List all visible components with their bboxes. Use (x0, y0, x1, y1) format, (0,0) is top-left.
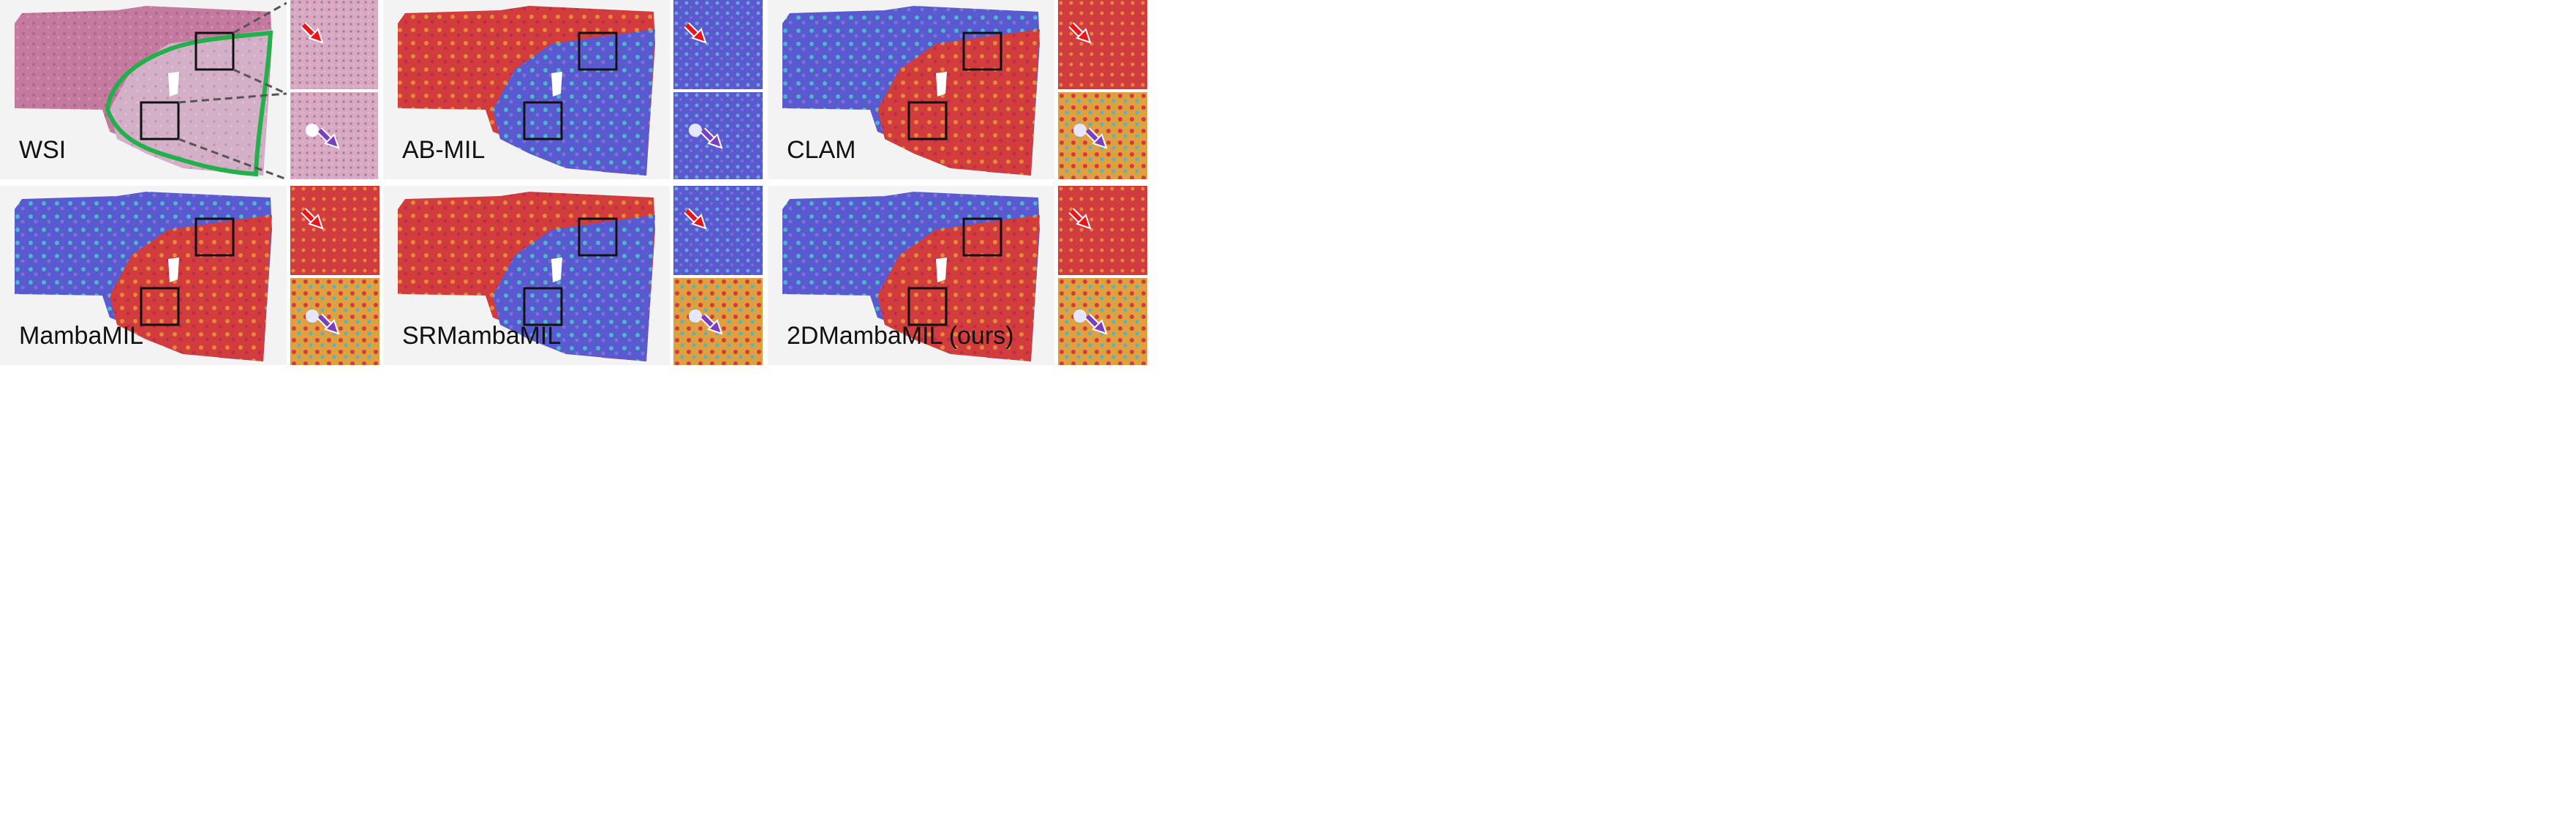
red-arrow-icon (684, 208, 707, 230)
srmambamil-panel: SRMambaMIL (383, 186, 670, 365)
purple-arrow-icon (317, 127, 340, 149)
panel-label-wsi: WSI (19, 136, 67, 164)
wsi-panel: WSI (0, 0, 287, 179)
red-arrow-icon (301, 208, 324, 230)
panel-label-abmil: AB-MIL (402, 136, 486, 164)
mambamil-crop-top (290, 186, 379, 275)
abmil-crop-bottom (673, 92, 763, 179)
clam-panel: CLAM (768, 0, 1054, 179)
srmambamil-crop-bottom (673, 278, 763, 365)
mambamil-crop-bottom (290, 278, 379, 365)
purple-arrow-icon (700, 127, 723, 149)
wsi-crop-top (290, 0, 378, 89)
wsi-image (0, 0, 287, 179)
2dmambamil-panel: 2DMambaMIL (ours) (768, 186, 1054, 365)
abmil-heatmap (383, 0, 670, 179)
red-arrow-icon (301, 22, 324, 44)
mambamil-heatmap (0, 186, 287, 365)
panel-label-mambamil: MambaMIL (19, 322, 144, 350)
purple-arrow-icon (1084, 313, 1108, 335)
panel-label-clam: CLAM (787, 136, 856, 164)
srmambamil-heatmap (383, 186, 670, 365)
clam-heatmap (768, 0, 1054, 179)
2dmambamil-crop-top (1058, 186, 1147, 275)
clam-crop-top (1058, 0, 1147, 89)
red-arrow-icon (1068, 22, 1092, 44)
2dmambamil-crop-bottom (1058, 278, 1147, 365)
wsi-crop-bottom (290, 92, 378, 179)
mambamil-panel: MambaMIL (0, 186, 287, 365)
red-arrow-icon (1068, 208, 1092, 230)
red-arrow-icon (684, 22, 707, 44)
panel-label-srmambamil: SRMambaMIL (402, 322, 562, 350)
clam-crop-bottom (1058, 92, 1147, 179)
2dmambamil-heatmap (768, 186, 1054, 365)
srmambamil-crop-top (673, 186, 763, 275)
abmil-panel: AB-MIL (383, 0, 670, 179)
purple-arrow-icon (700, 313, 723, 335)
panel-label-2dmambamil: 2DMambaMIL (ours) (787, 322, 1014, 350)
purple-arrow-icon (1084, 127, 1108, 149)
abmil-crop-top (673, 0, 763, 89)
purple-arrow-icon (317, 313, 340, 335)
